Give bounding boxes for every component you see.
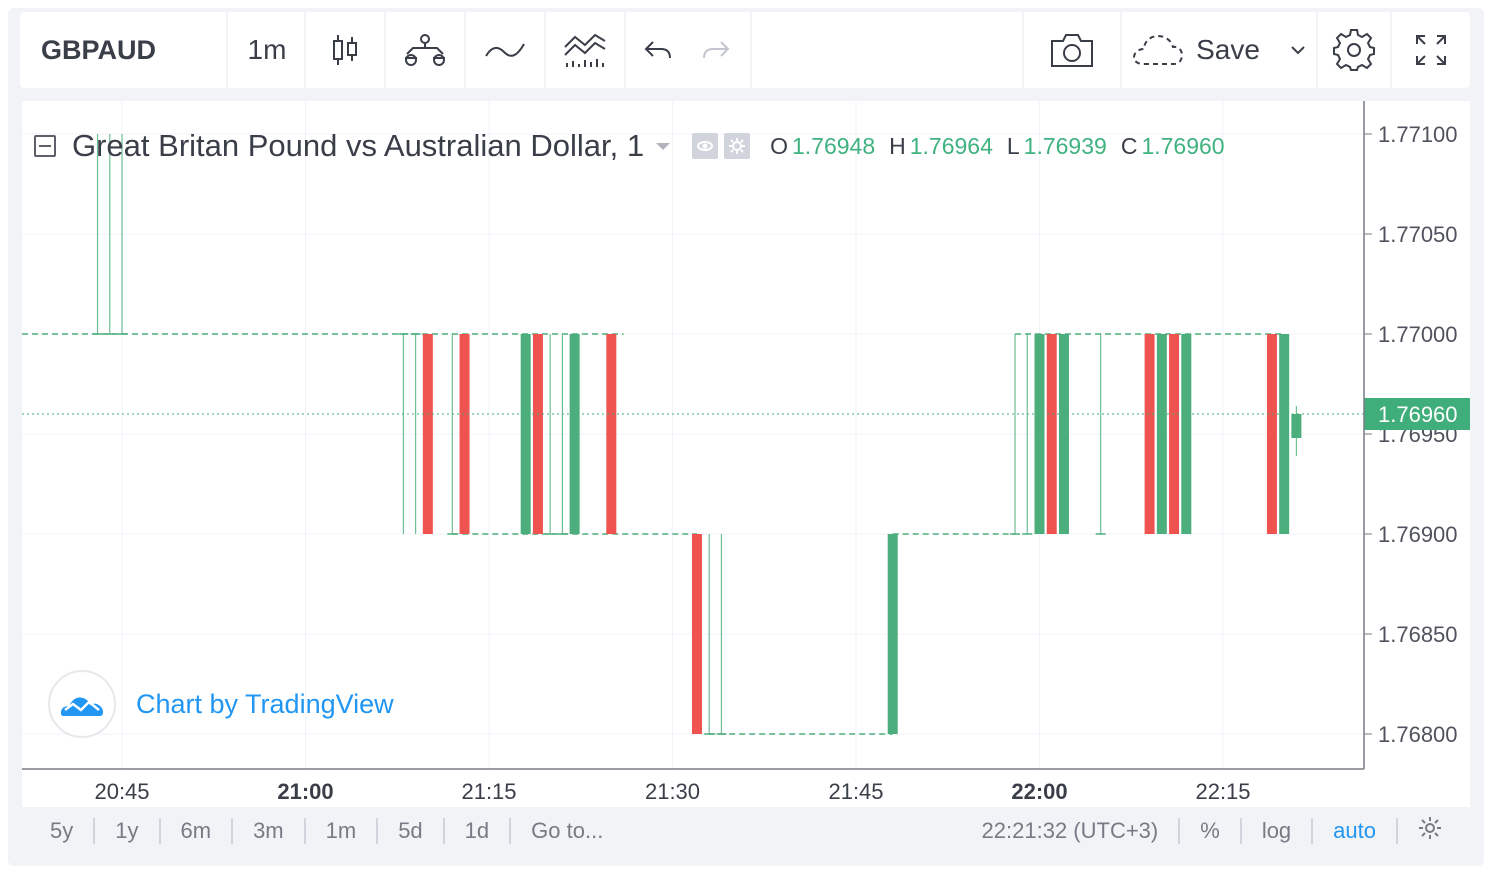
redo-icon	[703, 41, 730, 59]
candle-down	[1144, 334, 1155, 534]
high-value: 1.76964	[909, 132, 993, 159]
settings-icon	[1333, 29, 1375, 71]
y-tick-label: 1.77050	[1378, 222, 1458, 247]
snapshot-button[interactable]	[1024, 12, 1120, 88]
candle-down	[691, 534, 702, 734]
close-label: C	[1120, 132, 1138, 159]
y-tick-label: 1.76800	[1378, 722, 1458, 747]
log-scale-toggle[interactable]: log	[1261, 818, 1292, 843]
indicators-button[interactable]	[466, 12, 544, 88]
price-chart[interactable]: 1.771001.770501.770001.769501.769001.768…	[22, 101, 1470, 807]
high-label: H	[889, 132, 906, 159]
x-tick-label: 21:30	[645, 779, 700, 804]
ohlc-values: O 1.76948 H 1.76964 L 1.76939 C 1.76960	[770, 133, 1239, 160]
candle-down	[532, 334, 543, 534]
open-value: 1.76948	[791, 132, 876, 159]
compare-icon	[405, 34, 445, 66]
range-5d[interactable]: 5d	[398, 818, 423, 843]
candle-up	[887, 534, 898, 734]
range-1m[interactable]: 1m	[325, 818, 357, 843]
candle-down	[1169, 334, 1180, 534]
settings-button[interactable]	[1318, 12, 1390, 88]
undo-button[interactable]	[638, 12, 678, 88]
top-toolbar: GBPAUD 1m	[20, 12, 1470, 88]
range-5y[interactable]: 5y	[50, 818, 74, 843]
range-1y[interactable]: 1y	[115, 818, 139, 843]
legend-collapse-icon[interactable]	[34, 135, 56, 157]
fullscreen-icon	[1416, 35, 1446, 65]
symbol-search[interactable]: GBPAUD	[41, 34, 157, 65]
x-tick-label: 22:15	[1195, 779, 1250, 804]
candle-up	[1279, 334, 1290, 534]
redo-button[interactable]	[696, 12, 736, 88]
x-tick-label: 20:45	[94, 779, 149, 804]
y-tick-label: 1.77100	[1378, 122, 1458, 147]
cloud-save-icon	[1133, 34, 1184, 65]
bar-style-icon	[333, 35, 357, 65]
undo-icon	[644, 41, 671, 59]
candle-down	[422, 334, 433, 534]
percent-scale-toggle[interactable]: %	[1200, 818, 1220, 843]
candle-up	[520, 334, 531, 534]
indicators-icon	[485, 43, 525, 57]
close-value: 1.76960	[1141, 132, 1225, 159]
series-settings-icon[interactable]	[724, 133, 751, 159]
y-tick-label: 1.76900	[1378, 522, 1458, 547]
open-label: O	[770, 132, 788, 159]
visibility-toggle-icon[interactable]	[692, 133, 719, 159]
legend-caret-icon[interactable]	[656, 142, 671, 150]
legend-title: Great Britan Pound vs Australian Dollar,…	[72, 128, 645, 163]
save-label: Save	[1196, 34, 1260, 65]
x-tick-label: 21:45	[828, 779, 883, 804]
x-tick-label: 22:00	[1011, 779, 1067, 804]
templates-icon	[564, 33, 606, 67]
candle-up	[1291, 414, 1302, 438]
watermark-text: Chart by TradingView	[136, 688, 394, 719]
chart-legend: Great Britan Pound vs Australian Dollar,…	[34, 124, 1239, 168]
goto-button[interactable]: Go to...	[531, 818, 604, 843]
low-label: L	[1006, 132, 1020, 159]
candle-up	[569, 334, 580, 534]
compare-button[interactable]	[386, 12, 464, 88]
tradingview-watermark[interactable]: Chart by TradingView	[48, 670, 394, 738]
range-3m[interactable]: 3m	[253, 818, 284, 843]
candle-down	[606, 334, 617, 534]
x-tick-label: 21:00	[277, 779, 333, 804]
gear-icon	[1419, 817, 1441, 839]
bar-style-button[interactable]	[306, 12, 384, 88]
chart-panel[interactable]: 1.77100 1.77050 1.77000 1.76950 1.76900 1.768…	[22, 101, 1470, 807]
chevron-down-icon	[1291, 46, 1305, 55]
fullscreen-button[interactable]	[1392, 12, 1470, 88]
candle-down	[1266, 334, 1277, 534]
candle-up	[1034, 334, 1045, 534]
range-6m[interactable]: 6m	[180, 818, 212, 843]
interval-button[interactable]: 1m	[247, 34, 287, 65]
last-price-label: 1.76960	[1378, 402, 1458, 427]
x-tick-label: 21:15	[461, 779, 516, 804]
tradingview-logo-icon	[48, 670, 116, 738]
candle-up	[1181, 334, 1192, 534]
chart-settings-button[interactable]	[1398, 816, 1470, 846]
candle-down	[1046, 334, 1057, 534]
templates-button[interactable]	[546, 12, 624, 88]
bottom-toolbar: 5y 1y 6m 3m 1m 5d 1d Go to... 22:21:32 (…	[22, 810, 1470, 852]
range-1d[interactable]: 1d	[464, 818, 490, 843]
y-tick-label: 1.76850	[1378, 622, 1458, 647]
candle-down	[459, 334, 470, 534]
candle-up	[1058, 334, 1069, 534]
clock-time[interactable]: 22:21:32 (UTC+3)	[981, 818, 1159, 843]
low-value: 1.76939	[1023, 132, 1107, 159]
snapshot-icon	[1051, 34, 1093, 67]
last-price-tag	[1364, 398, 1470, 430]
y-tick-label: 1.77000	[1378, 322, 1458, 347]
candle-up	[1156, 334, 1167, 534]
auto-scale-toggle[interactable]: auto	[1333, 818, 1376, 843]
save-button[interactable]: Save	[1122, 12, 1316, 88]
